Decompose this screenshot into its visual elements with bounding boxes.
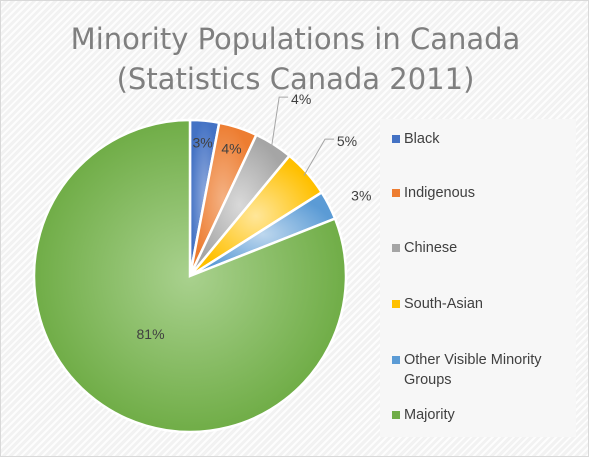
legend-label: Other Visible Minority Groups [404,352,542,388]
legend-label: South-Asian [404,296,483,312]
legend-swatch [392,244,400,252]
legend-swatch [392,300,400,308]
leader-line-chinese [270,96,289,148]
data-label-black: 3% [193,134,213,150]
data-label-majority: 81% [137,326,165,342]
data-label-south-asian: 5% [337,133,357,149]
legend: Black Indigenous Chinese South-Asian Other V… [380,119,576,437]
legend-label: Majority [404,407,455,423]
leader-line-south-asian [303,138,335,176]
legend-swatch [392,135,400,143]
legend-swatch [392,411,400,419]
data-label-chinese: 4% [291,91,311,107]
legend-label: Black [404,131,440,147]
legend-label: Chinese [404,240,458,256]
chart-title-block: Minority Populations in Canada (Statisti… [1,19,589,99]
legend-swatch [392,189,400,197]
pie-slice-majority [32,118,348,434]
data-label-indigenous: 4% [221,140,241,156]
chart-title: Minority Populations in Canada [70,22,521,56]
legend-swatch [392,356,400,364]
data-label-other-visible-minority-groups: 3% [351,188,371,204]
chart-subtitle: (Statistics Canada 2011) [116,62,475,96]
legend-label: Indigenous [404,185,475,201]
